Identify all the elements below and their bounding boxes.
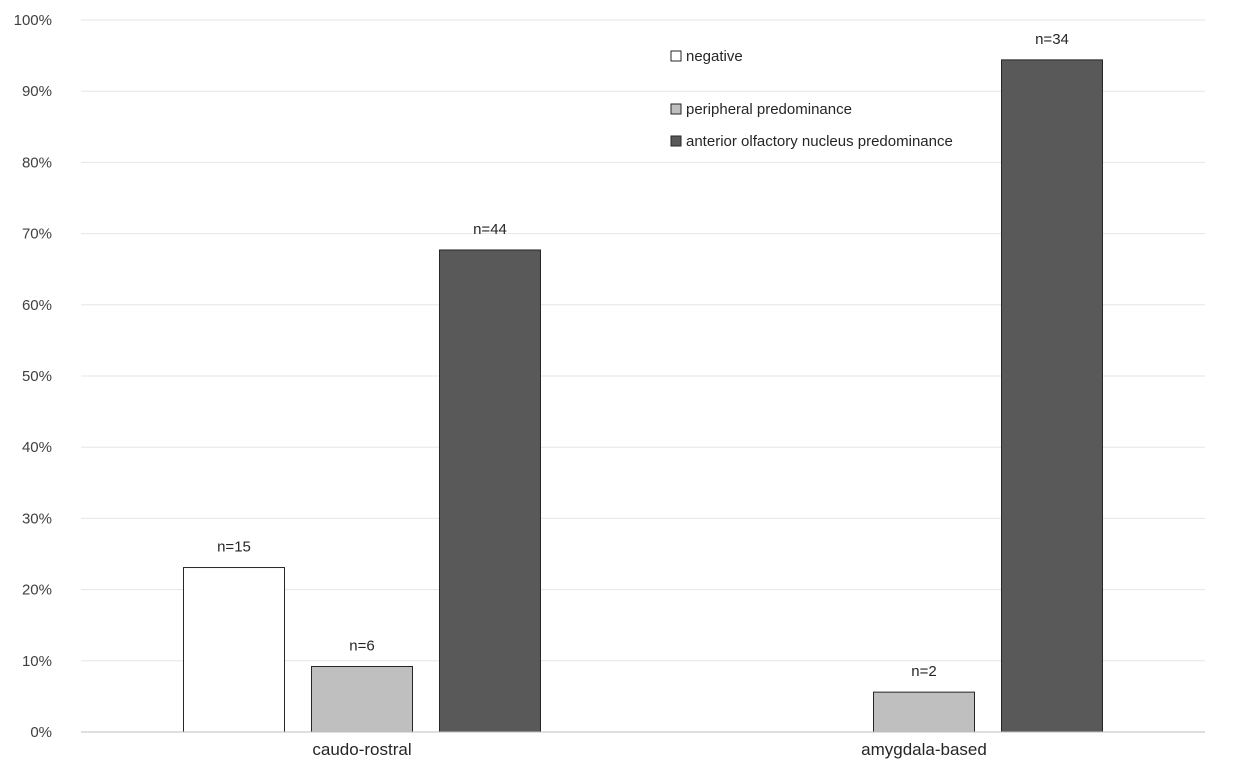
bars: [183, 59, 1103, 733]
bar-negative-caudo-rostral: [183, 567, 285, 733]
legend-swatch: [670, 50, 682, 62]
data-label: n=15: [217, 539, 251, 556]
y-tick-label: 40%: [22, 439, 52, 456]
legend: negative peripheral predominance anterior …: [670, 48, 953, 150]
x-axis-category-labels: caudo-rostral amygdala-based: [312, 740, 986, 759]
y-tick-label: 50%: [22, 368, 52, 385]
y-tick-label: 30%: [22, 510, 52, 527]
y-tick-label: 0%: [30, 724, 52, 741]
y-tick-label: 100%: [14, 12, 52, 29]
data-labels: n=15 n=6 n=44 n=2 n=34: [217, 31, 1069, 680]
x-category-label: amygdala-based: [861, 740, 987, 759]
data-label: n=2: [911, 663, 936, 680]
bar-peripheral-predominance-amygdala-based: [873, 691, 975, 733]
y-axis-ticks: 0% 10% 20% 30% 40% 50% 60% 70% 80% 90% 100%: [14, 12, 52, 741]
y-tick-label: 70%: [22, 226, 52, 243]
legend-swatch: [670, 135, 682, 147]
data-label: n=44: [473, 221, 507, 238]
bar-peripheral-predominance-caudo-rostral: [311, 665, 413, 733]
bar-anterior-olfactory-nucleus-predominance-caudo-rostral: [439, 249, 541, 733]
legend-label: negative: [686, 48, 743, 65]
y-tick-label: 60%: [22, 297, 52, 314]
y-tick-label: 10%: [22, 653, 52, 670]
y-tick-label: 20%: [22, 582, 52, 599]
data-label: n=6: [349, 637, 374, 654]
y-tick-label: 80%: [22, 154, 52, 171]
data-label: n=34: [1035, 31, 1069, 48]
bar-anterior-olfactory-nucleus-predominance-amygdala-based: [1001, 59, 1103, 733]
legend-swatch: [670, 103, 682, 115]
x-category-label: caudo-rostral: [312, 740, 411, 759]
legend-label: peripheral predominance: [686, 101, 852, 118]
legend-label: anterior olfactory nucleus predominance: [686, 133, 953, 150]
y-tick-label: 90%: [22, 83, 52, 100]
